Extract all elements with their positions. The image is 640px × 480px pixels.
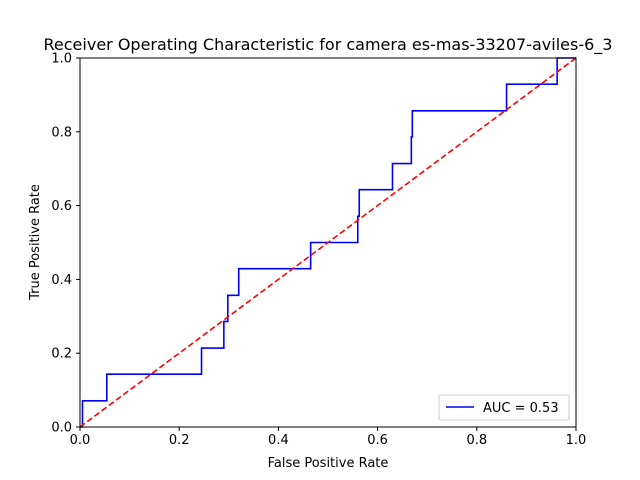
y-tick-label: 0.8 [51, 125, 72, 140]
chance-diagonal-line [79, 57, 577, 428]
legend-box [438, 394, 570, 421]
y-axis-label: True Positive Rate [28, 184, 43, 301]
axes-frame [79, 57, 577, 428]
x-tick-label: 1.0 [566, 433, 587, 448]
y-tick-label: 1.0 [51, 52, 72, 67]
chart-title: Receiver Operating Characteristic for ca… [44, 35, 613, 55]
x-tick-label: 0.6 [367, 433, 388, 448]
y-tick-label: 0.4 [51, 273, 72, 288]
axes: 0.0 0.2 0.4 0.6 0.8 1.0 0.0 0.2 0.4 0.6 0.8 1.0 [51, 52, 586, 449]
roc-curve-line [80, 57, 576, 428]
y-tick-label: 0.6 [51, 199, 72, 214]
x-tick-label: 0.0 [70, 433, 91, 448]
legend-label: AUC = 0.53 [483, 401, 559, 416]
legend: AUC = 0.53 [438, 394, 570, 421]
x-tick-label: 0.2 [169, 433, 190, 448]
plot-area [79, 57, 577, 428]
y-tick-label: 0.2 [51, 347, 72, 362]
x-tick-label: 0.8 [466, 433, 487, 448]
y-tick-label: 0.0 [51, 421, 72, 436]
x-axis-label: False Positive Rate [268, 456, 389, 471]
x-tick-label: 0.4 [268, 433, 289, 448]
